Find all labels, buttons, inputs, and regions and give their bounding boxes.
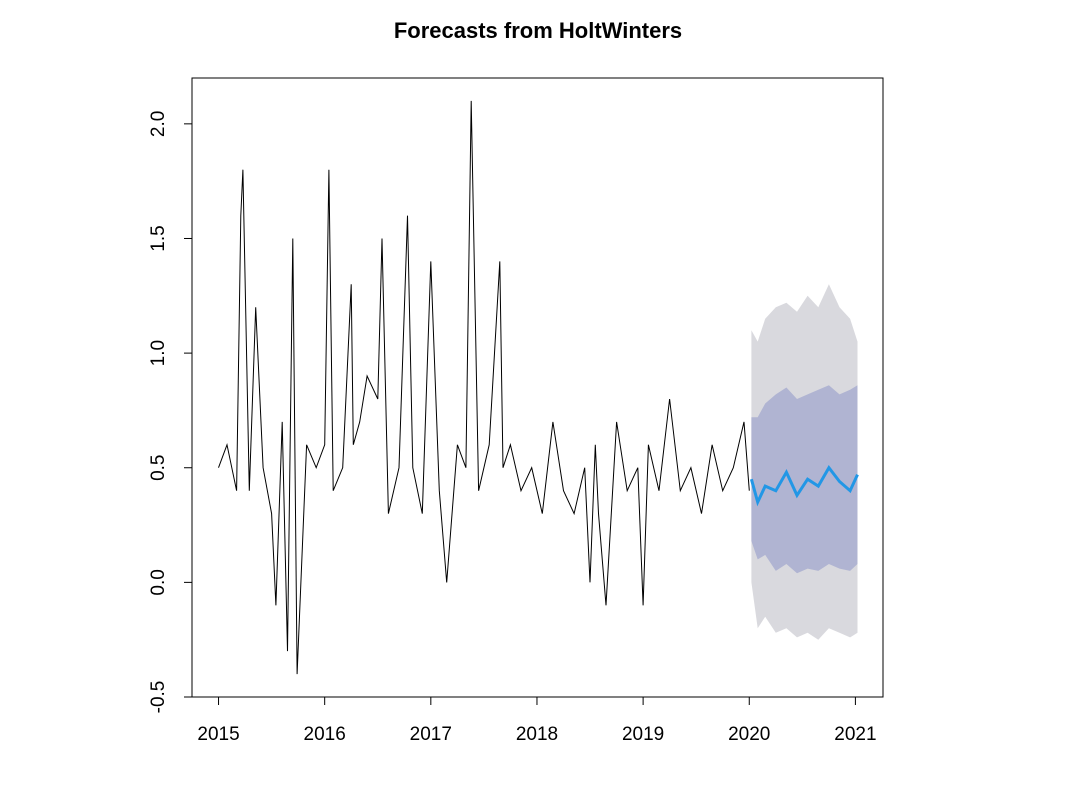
observed-series <box>218 100 750 675</box>
x-tick-label: 2021 <box>834 724 876 745</box>
x-axis: 2015 2016 2017 2018 2019 2020 2021 <box>197 696 877 745</box>
y-tick-label: 1.5 <box>148 225 169 251</box>
interval-80-area <box>751 385 858 574</box>
x-tick-label: 2018 <box>516 724 558 745</box>
x-tick-label: 2016 <box>304 724 346 745</box>
y-tick-label: 2.0 <box>148 111 169 137</box>
y-axis: -0.5 0.0 0.5 1.0 1.5 2.0 <box>148 111 193 714</box>
y-tick-label: 1.0 <box>148 340 169 366</box>
y-tick-label: -0.5 <box>148 681 169 714</box>
forecast-line <box>749 465 859 507</box>
x-tick-label: 2019 <box>622 724 664 745</box>
chart-title: Forecasts from HoltWinters <box>394 18 682 43</box>
observed-line <box>218 100 750 675</box>
y-tick-label: 0.0 <box>148 569 169 595</box>
x-tick-label: 2017 <box>410 724 452 745</box>
x-tick-label: 2020 <box>728 724 770 745</box>
y-tick-label: 0.5 <box>148 454 169 480</box>
interval-80-band <box>751 385 858 574</box>
x-tick-label: 2015 <box>197 724 239 745</box>
forecast-series <box>749 465 859 507</box>
